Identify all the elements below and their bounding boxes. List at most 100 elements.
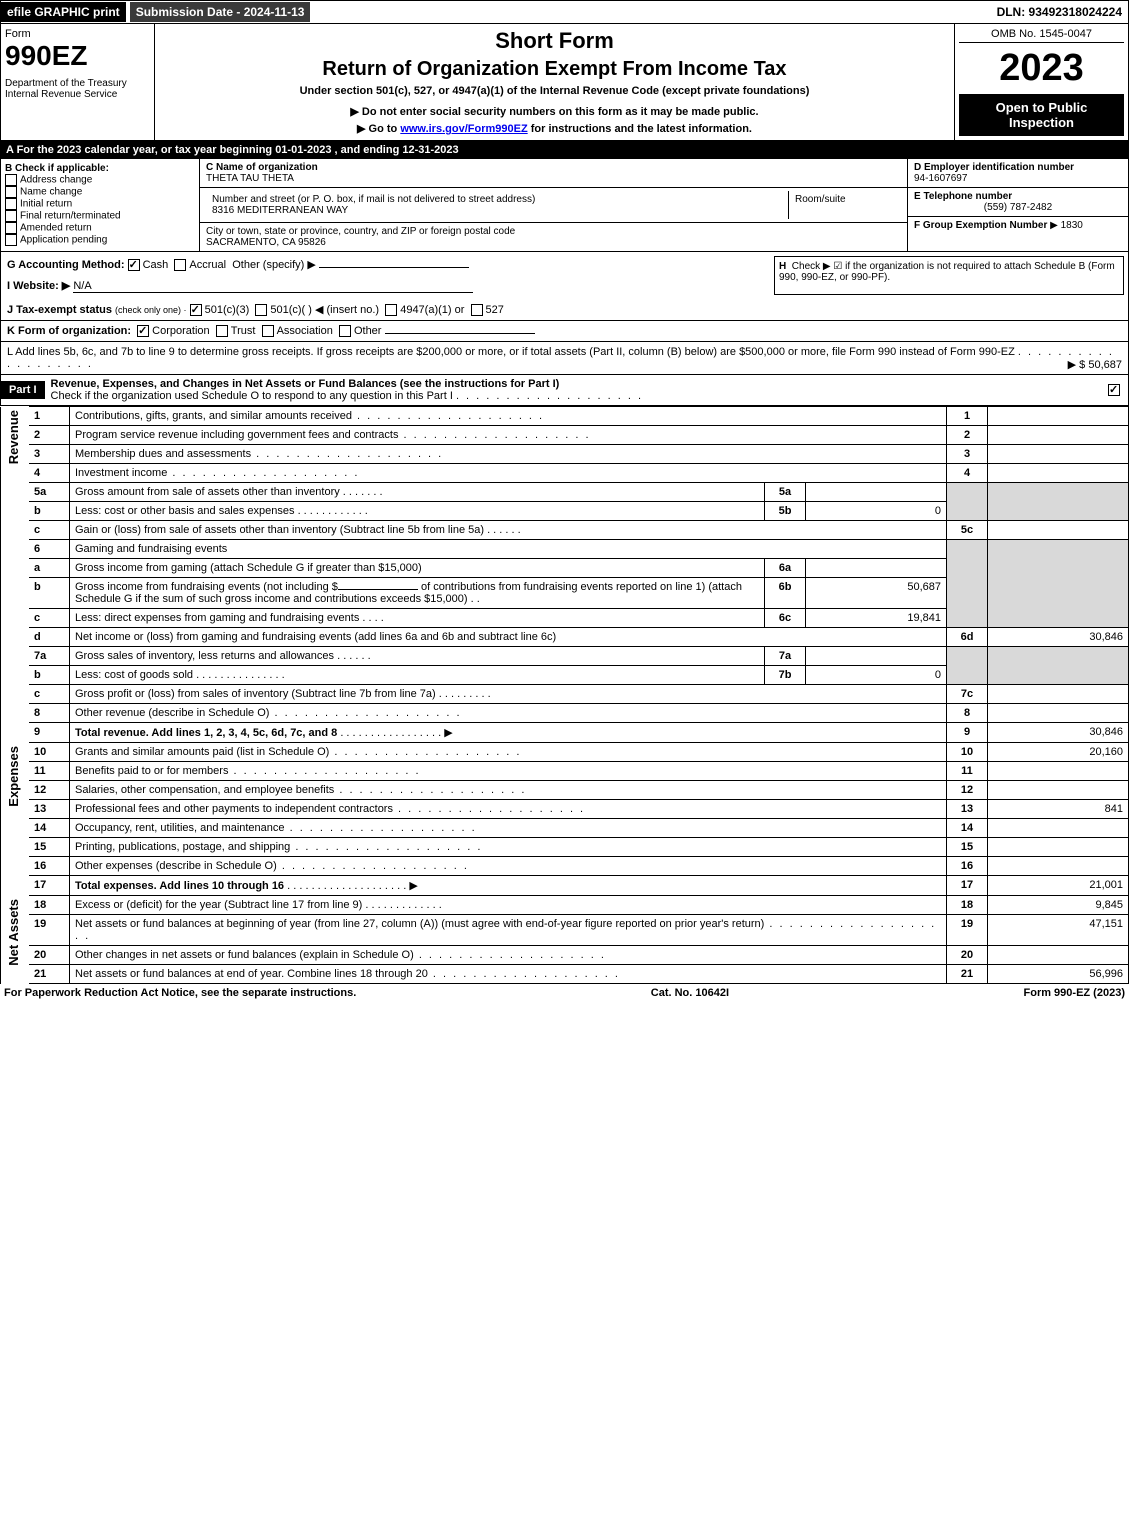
checkbox-schedule-o[interactable] [1108,384,1120,396]
line-2-value [988,426,1129,445]
section-b-label: B Check if applicable: [5,163,195,174]
section-b: B Check if applicable: Address change Na… [1,159,200,251]
section-c: C Name of organization THETA TAU THETA N… [200,159,907,251]
ein-value: 94-1607697 [914,173,967,184]
checkbox-application-pending[interactable] [5,234,17,246]
note-ssn: ▶ Do not enter social security numbers o… [163,105,946,118]
line-7a-value [806,647,947,666]
short-form-title: Short Form [163,28,946,54]
group-exemption-label: F Group Exemption Number [914,220,1047,231]
checkbox-corporation[interactable] [137,325,149,337]
netassets-side-label: Net Assets [6,899,21,966]
line-11-value [988,762,1129,781]
form-header: Form 990EZ Department of the Treasury In… [0,24,1129,141]
subtitle: Under section 501(c), 527, or 4947(a)(1)… [163,85,946,97]
line-15-value [988,838,1129,857]
row-gh: G Accounting Method: Cash Accrual Other … [0,251,1129,299]
submission-date: Submission Date - 2024-11-13 [130,2,311,22]
checkbox-527[interactable] [471,304,483,316]
row-j: J Tax-exempt status (check only one) · 5… [0,299,1129,321]
checkbox-501c[interactable] [255,304,267,316]
line-5a-value [806,483,947,502]
phone-label: E Telephone number [914,191,1012,202]
row-h-box: H Check ▶ ☑ if the organization is not r… [774,256,1124,295]
lines-table: Revenue 1 Contributions, gifts, grants, … [0,406,1129,984]
department-label: Department of the Treasury Internal Reve… [5,78,150,100]
line-6a-value [806,559,947,578]
line-8-value [988,704,1129,723]
line-7b-value: 0 [806,666,947,685]
checkbox-initial-return[interactable] [5,198,17,210]
checkbox-amended-return[interactable] [5,222,17,234]
omb-number: OMB No. 1545-0047 [959,28,1124,43]
gross-receipts-amount: ▶ $ 50,687 [1068,358,1122,371]
row-k: K Form of organization: Corporation Trus… [0,321,1129,342]
return-title: Return of Organization Exempt From Incom… [163,58,946,81]
ein-label: D Employer identification number [914,162,1074,173]
part1-label: Part I [1,381,45,399]
part1-header-row: Part I Revenue, Expenses, and Changes in… [0,375,1129,406]
section-def: D Employer identification number 94-1607… [907,159,1128,251]
line-17-value: 21,001 [988,876,1129,896]
checkbox-final-return[interactable] [5,210,17,222]
street-label: Number and street (or P. O. box, if mail… [212,194,535,205]
checkbox-association[interactable] [262,325,274,337]
line-16-value [988,857,1129,876]
street-value: 8316 MEDITERRANEAN WAY [212,205,348,216]
checkbox-trust[interactable] [216,325,228,337]
form-number: 990EZ [5,40,150,72]
line-19-value: 47,151 [988,915,1129,946]
dln-number: DLN: 93492318024224 [991,2,1128,22]
section-a-calendar-year: A For the 2023 calendar year, or tax yea… [0,141,1129,159]
line-14-value [988,819,1129,838]
page-footer: For Paperwork Reduction Act Notice, see … [0,984,1129,1002]
top-bar: efile GRAPHIC print Submission Date - 20… [0,0,1129,24]
checkbox-other-org[interactable] [339,325,351,337]
line-6d-value: 30,846 [988,628,1129,647]
city-value: SACRAMENTO, CA 95826 [206,237,326,248]
room-label: Room/suite [795,194,846,205]
checkbox-address-change[interactable] [5,174,17,186]
row-g-i: G Accounting Method: Cash Accrual Other … [1,252,770,299]
line-7c-value [988,685,1129,704]
revenue-side-label: Revenue [6,410,21,464]
checkbox-4947[interactable] [385,304,397,316]
city-label: City or town, state or province, country… [206,226,515,237]
website-value: N/A [73,280,473,293]
other-specify-field[interactable] [319,267,469,268]
phone-value: (559) 787-2482 [914,202,1122,213]
line-12-value [988,781,1129,800]
org-name-label: C Name of organization [206,162,318,173]
line-6b-value: 50,687 [806,578,947,609]
org-name: THETA TAU THETA [206,173,294,184]
line-10-value: 20,160 [988,743,1129,762]
header-center: Short Form Return of Organization Exempt… [155,24,954,140]
info-grid: B Check if applicable: Address change Na… [0,159,1129,251]
group-exemption-value: ▶ 1830 [1050,220,1083,231]
open-to-public: Open to Public Inspection [959,94,1124,136]
line-5b-value: 0 [806,502,947,521]
footer-left: For Paperwork Reduction Act Notice, see … [4,987,356,999]
line-6c-value: 19,841 [806,609,947,628]
footer-right: Form 990-EZ (2023) [1024,987,1125,999]
other-org-field[interactable] [385,333,535,334]
line-4-value [988,464,1129,483]
line-5c-value [988,521,1129,540]
footer-center: Cat. No. 10642I [651,987,729,999]
efile-print-label[interactable]: efile GRAPHIC print [1,2,126,22]
header-left: Form 990EZ Department of the Treasury In… [1,24,155,140]
irs-link[interactable]: www.irs.gov/Form990EZ [400,123,527,135]
line-13-value: 841 [988,800,1129,819]
accounting-method-label: G Accounting Method: [7,259,125,271]
row-l: L Add lines 5b, 6c, and 7b to line 9 to … [0,342,1129,375]
schedule-b-check-text: Check ▶ ☑ if the organization is not req… [779,261,1115,283]
checkbox-501c3[interactable] [190,304,202,316]
expenses-side-label: Expenses [6,746,21,807]
tax-year: 2023 [959,47,1124,90]
part1-title: Revenue, Expenses, and Changes in Net As… [51,378,560,390]
website-label: I Website: ▶ [7,280,70,292]
checkbox-name-change[interactable] [5,186,17,198]
line-9-value: 30,846 [988,723,1129,743]
checkbox-cash[interactable] [128,259,140,271]
checkbox-accrual[interactable] [174,259,186,271]
